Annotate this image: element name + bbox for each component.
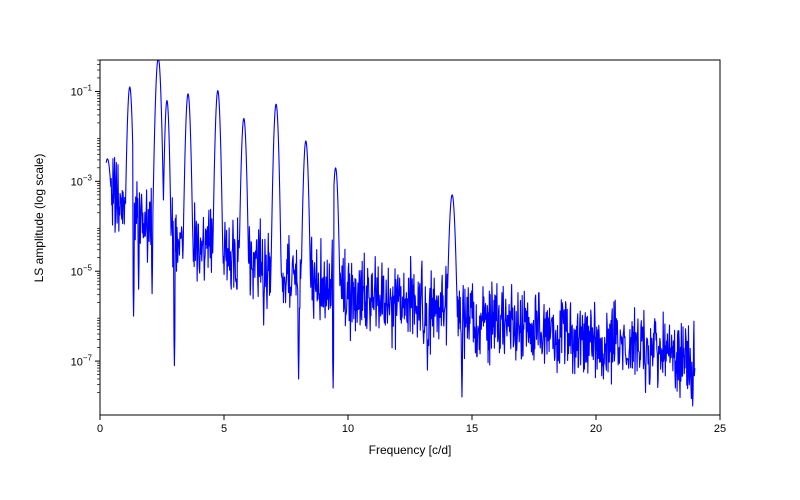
y-tick-label: 10−3 [71, 174, 92, 189]
x-axis-label: Frequency [c/d] [350, 443, 470, 457]
x-tick-label: 25 [714, 423, 726, 435]
x-tick-label: 0 [97, 423, 103, 435]
x-tick-label: 5 [221, 423, 227, 435]
periodogram-plot [0, 0, 800, 500]
x-tick-label: 15 [466, 423, 478, 435]
x-tick-label: 10 [342, 423, 354, 435]
y-tick-label: 10−5 [71, 264, 92, 279]
y-tick-label: 10−7 [71, 354, 92, 369]
y-tick-label: 10−1 [71, 84, 92, 99]
x-tick-label: 20 [590, 423, 602, 435]
y-axis-label: LS amplitude (log scale) [32, 118, 46, 318]
